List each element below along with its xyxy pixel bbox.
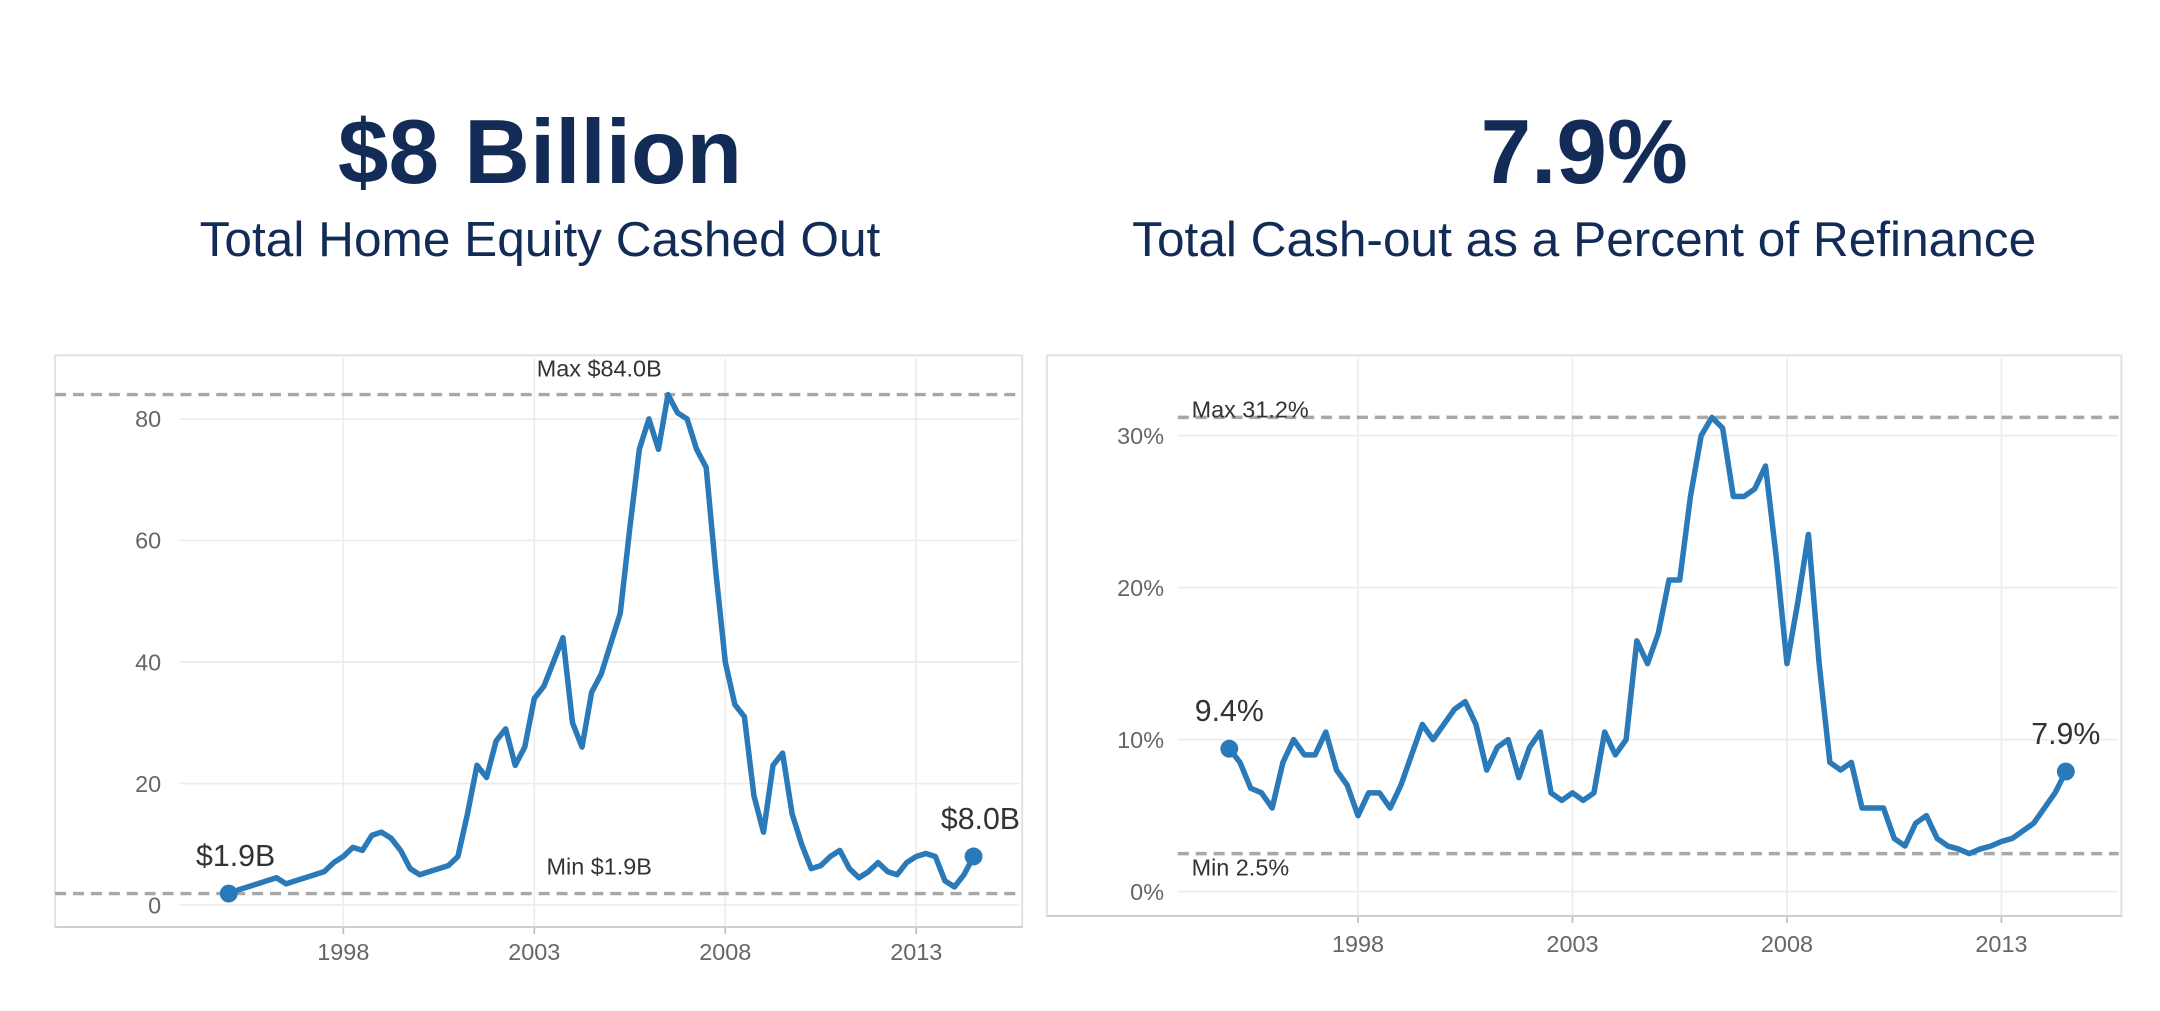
x-tick-label: 2003 bbox=[508, 939, 560, 965]
data-line bbox=[225, 391, 977, 897]
reference-label: Max $84.0B bbox=[537, 356, 662, 382]
y-tick-label: 0 bbox=[148, 892, 161, 918]
y-tick-label: 80 bbox=[135, 406, 161, 432]
x-tick-label: 2008 bbox=[1761, 931, 1813, 957]
x-tick-label: 2008 bbox=[699, 939, 751, 965]
point-label: 9.4% bbox=[1195, 695, 1264, 728]
point-label: 7.9% bbox=[2031, 718, 2100, 751]
x-tick-label: 2013 bbox=[890, 939, 942, 965]
kpi-value: 7.9% bbox=[1481, 102, 1688, 203]
y-tick-label: 40 bbox=[135, 649, 161, 675]
y-tick-label: 20 bbox=[135, 771, 161, 797]
data-line bbox=[1226, 414, 2069, 857]
end-point bbox=[964, 847, 983, 866]
reference-label: Min 2.5% bbox=[1192, 855, 1290, 881]
x-tick-label: 1998 bbox=[317, 939, 369, 965]
kpi-caption: Total Home Equity Cashed Out bbox=[200, 211, 881, 267]
end-point bbox=[2056, 762, 2075, 781]
kpi-caption: Total Cash-out as a Percent of Refinance bbox=[1132, 211, 2036, 267]
reference-label: Max 31.2% bbox=[1192, 396, 1309, 422]
x-tick-label: 2013 bbox=[1975, 931, 2027, 957]
point-label: $8.0B bbox=[941, 803, 1020, 836]
y-tick-label: 30% bbox=[1117, 423, 1164, 449]
end-point bbox=[1220, 739, 1239, 758]
point-label: $1.9B bbox=[196, 840, 275, 873]
x-tick-label: 2003 bbox=[1546, 931, 1598, 957]
x-tick-label: 1998 bbox=[1332, 931, 1384, 957]
y-tick-label: 10% bbox=[1117, 727, 1164, 753]
kpi-value: $8 Billion bbox=[338, 102, 742, 203]
reference-label: Min $1.9B bbox=[547, 853, 652, 879]
y-tick-label: 20% bbox=[1117, 575, 1164, 601]
end-point bbox=[219, 884, 238, 903]
y-tick-label: 0% bbox=[1130, 879, 1164, 905]
plot-panel bbox=[1045, 354, 2123, 917]
y-tick-label: 60 bbox=[135, 528, 161, 554]
